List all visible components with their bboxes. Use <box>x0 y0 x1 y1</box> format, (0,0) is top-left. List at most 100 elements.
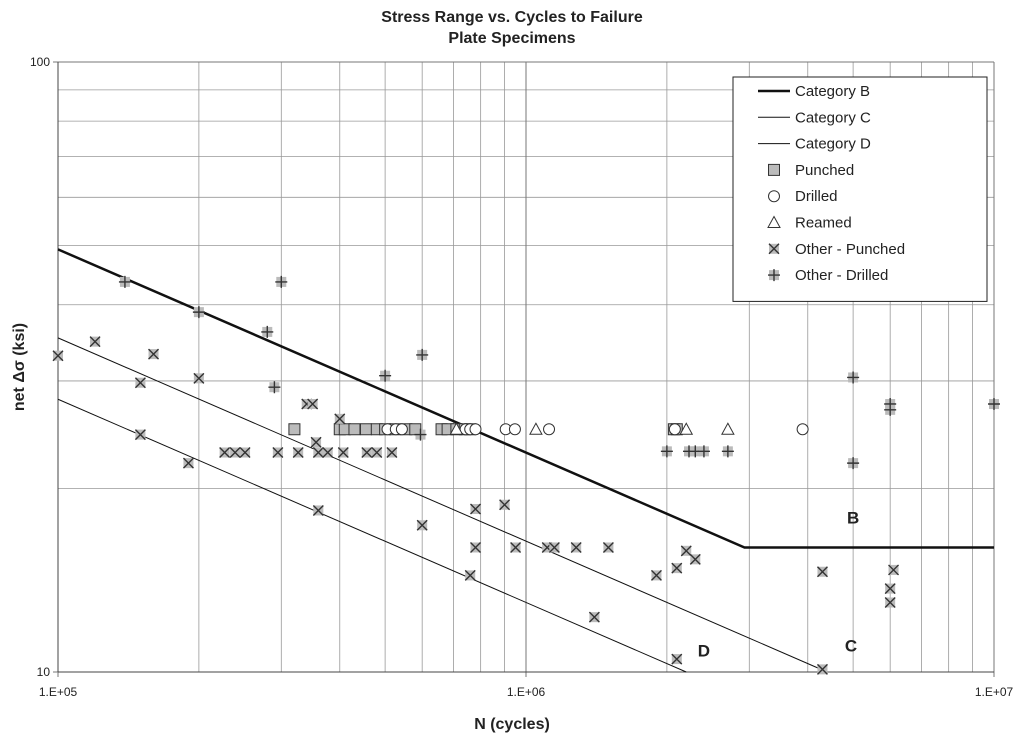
marker <box>118 275 131 288</box>
marker <box>529 422 543 435</box>
marker-shape <box>312 447 324 458</box>
marker <box>588 611 600 623</box>
marker-shape <box>796 423 809 436</box>
marker <box>721 422 735 435</box>
marker <box>660 445 673 458</box>
marker <box>395 423 408 436</box>
marker <box>847 457 860 470</box>
marker <box>192 306 205 319</box>
marker <box>680 545 692 557</box>
marker-shape <box>508 423 521 436</box>
x-axis-label: N (cycles) <box>474 716 550 733</box>
marker-shape <box>847 371 860 384</box>
marker-shape <box>570 541 582 553</box>
marker-shape <box>671 653 683 665</box>
marker <box>602 541 614 553</box>
marker-shape <box>118 275 131 288</box>
annotation: B <box>847 509 859 528</box>
marker-shape <box>337 447 349 458</box>
marker-shape <box>288 423 301 436</box>
marker-shape <box>660 445 673 458</box>
chart-title: Stress Range vs. Cycles to Failure <box>381 9 643 26</box>
marker <box>768 190 780 203</box>
marker <box>697 445 710 458</box>
legend-label: Drilled <box>795 188 838 205</box>
marker-shape <box>470 541 481 553</box>
marker-shape <box>816 663 828 675</box>
marker <box>548 541 560 553</box>
marker <box>371 447 383 458</box>
marker <box>816 663 828 675</box>
marker <box>307 398 319 410</box>
marker <box>499 499 511 511</box>
marker-shape <box>52 350 64 362</box>
marker <box>414 428 427 441</box>
marker-shape <box>386 447 398 458</box>
marker <box>768 163 780 176</box>
marker <box>261 325 274 338</box>
marker-shape <box>192 306 205 319</box>
x-tick-label: 1.E+07 <box>975 685 1014 699</box>
legend <box>732 76 988 302</box>
marker-shape <box>395 423 408 436</box>
marker <box>89 336 101 348</box>
marker-shape <box>529 422 543 435</box>
marker-shape <box>416 519 428 531</box>
marker <box>816 566 828 578</box>
marker <box>470 503 481 515</box>
line <box>57 398 687 673</box>
marker <box>847 371 860 384</box>
marker-shape <box>414 428 427 441</box>
marker-shape <box>768 243 780 255</box>
marker <box>134 429 146 441</box>
marker <box>182 457 194 469</box>
marker-shape <box>148 348 160 360</box>
marker-shape <box>334 413 346 425</box>
marker-shape <box>310 436 322 448</box>
marker-shape <box>588 611 600 623</box>
marker <box>650 569 662 581</box>
marker <box>721 445 734 458</box>
marker <box>510 541 522 553</box>
marker-shape <box>134 429 146 441</box>
legend-label: Punched <box>795 162 854 179</box>
marker <box>361 447 373 458</box>
marker-shape <box>768 269 780 282</box>
marker <box>334 413 346 425</box>
marker-shape <box>510 541 522 553</box>
marker <box>449 422 464 435</box>
marker <box>689 553 701 565</box>
marker-shape <box>721 422 735 435</box>
marker-shape <box>464 569 476 581</box>
chart-subtitle: Plate Specimens <box>448 30 575 47</box>
marker <box>470 541 481 553</box>
marker <box>239 447 251 458</box>
marker-shape <box>697 445 710 458</box>
marker <box>219 447 231 458</box>
marker <box>310 436 322 448</box>
y-tick-label: 10 <box>37 665 51 679</box>
marker-shape <box>275 275 288 288</box>
marker <box>229 447 241 458</box>
marker <box>884 403 897 416</box>
marker <box>312 504 324 516</box>
marker-shape <box>543 423 556 436</box>
marker-shape <box>721 445 734 458</box>
marker-shape <box>767 215 781 228</box>
marker-shape <box>680 545 692 557</box>
marker <box>543 423 556 436</box>
marker <box>292 447 304 458</box>
marker-shape <box>272 447 284 458</box>
marker-shape <box>229 447 241 458</box>
marker <box>668 423 681 436</box>
marker-shape <box>884 583 896 595</box>
y-tick-label: 100 <box>30 55 50 69</box>
marker-shape <box>469 423 482 436</box>
marker <box>768 243 780 255</box>
x-tick-label: 1.E+05 <box>39 685 78 699</box>
marker <box>268 381 281 394</box>
annotation: D <box>698 642 710 661</box>
marker <box>464 569 476 581</box>
marker <box>768 269 780 282</box>
marker <box>767 215 781 228</box>
